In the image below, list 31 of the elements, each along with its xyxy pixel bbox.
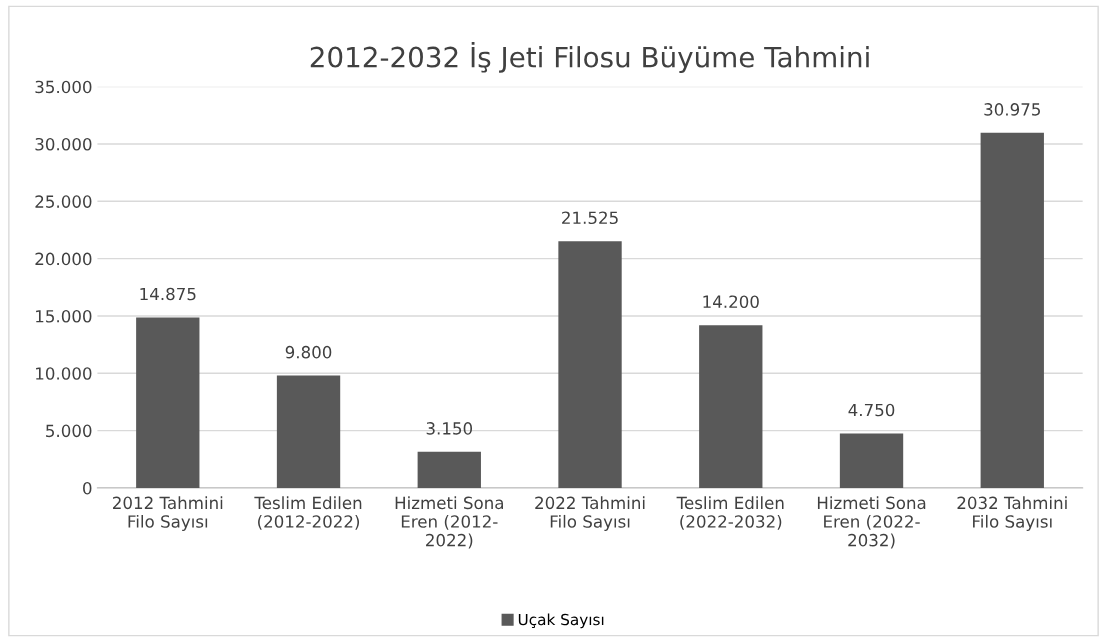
data-label: 14.875 bbox=[140, 287, 196, 301]
y-tick-label: 15.000 bbox=[36, 309, 92, 323]
y-tick-label: 20.000 bbox=[35, 252, 92, 266]
x-tick-label: Hizmeti Sona Eren (2022- 2032) bbox=[817, 496, 926, 549]
chart-title: 2012-2032 İş Jeti Filosu Büyüme Tahmini bbox=[310, 41, 869, 73]
data-label: 9.800 bbox=[285, 345, 332, 359]
bar bbox=[276, 375, 341, 488]
bar bbox=[558, 241, 622, 488]
bar bbox=[839, 433, 904, 488]
data-label: 21.525 bbox=[562, 211, 618, 225]
x-tick-label: Hizmeti Sona Eren (2012- 2022) bbox=[395, 496, 503, 549]
data-label: 14.200 bbox=[703, 295, 759, 309]
x-tick-label: 2012 Tahmini Filo Sayısı bbox=[113, 496, 223, 532]
y-tick-label: 35.000 bbox=[35, 80, 92, 94]
data-label: 3.150 bbox=[426, 422, 473, 435]
bar bbox=[699, 325, 763, 488]
y-tick-label: 0 bbox=[83, 481, 92, 495]
y-tick-label: 5.000 bbox=[46, 424, 92, 438]
data-label: 30.975 bbox=[984, 103, 1040, 116]
y-tick-label: 10.000 bbox=[36, 367, 92, 380]
bar bbox=[417, 451, 481, 488]
y-tick-label: 30.000 bbox=[35, 137, 92, 151]
bar bbox=[136, 317, 200, 488]
x-tick-label: 2032 Tahmini Filo Sayısı bbox=[957, 496, 1067, 532]
y-tick-label: 25.000 bbox=[35, 195, 92, 208]
x-tick-label: Teslim Edilen (2012-2022) bbox=[254, 496, 362, 530]
legend-label: Uçak Sayısı bbox=[518, 613, 604, 629]
data-label: 4.750 bbox=[848, 403, 895, 417]
x-tick-label: 2022 Tahmini Filo Sayısı bbox=[535, 496, 645, 532]
bar bbox=[980, 132, 1044, 488]
x-tick-label: Teslim Edilen (2022-2032) bbox=[676, 496, 784, 530]
